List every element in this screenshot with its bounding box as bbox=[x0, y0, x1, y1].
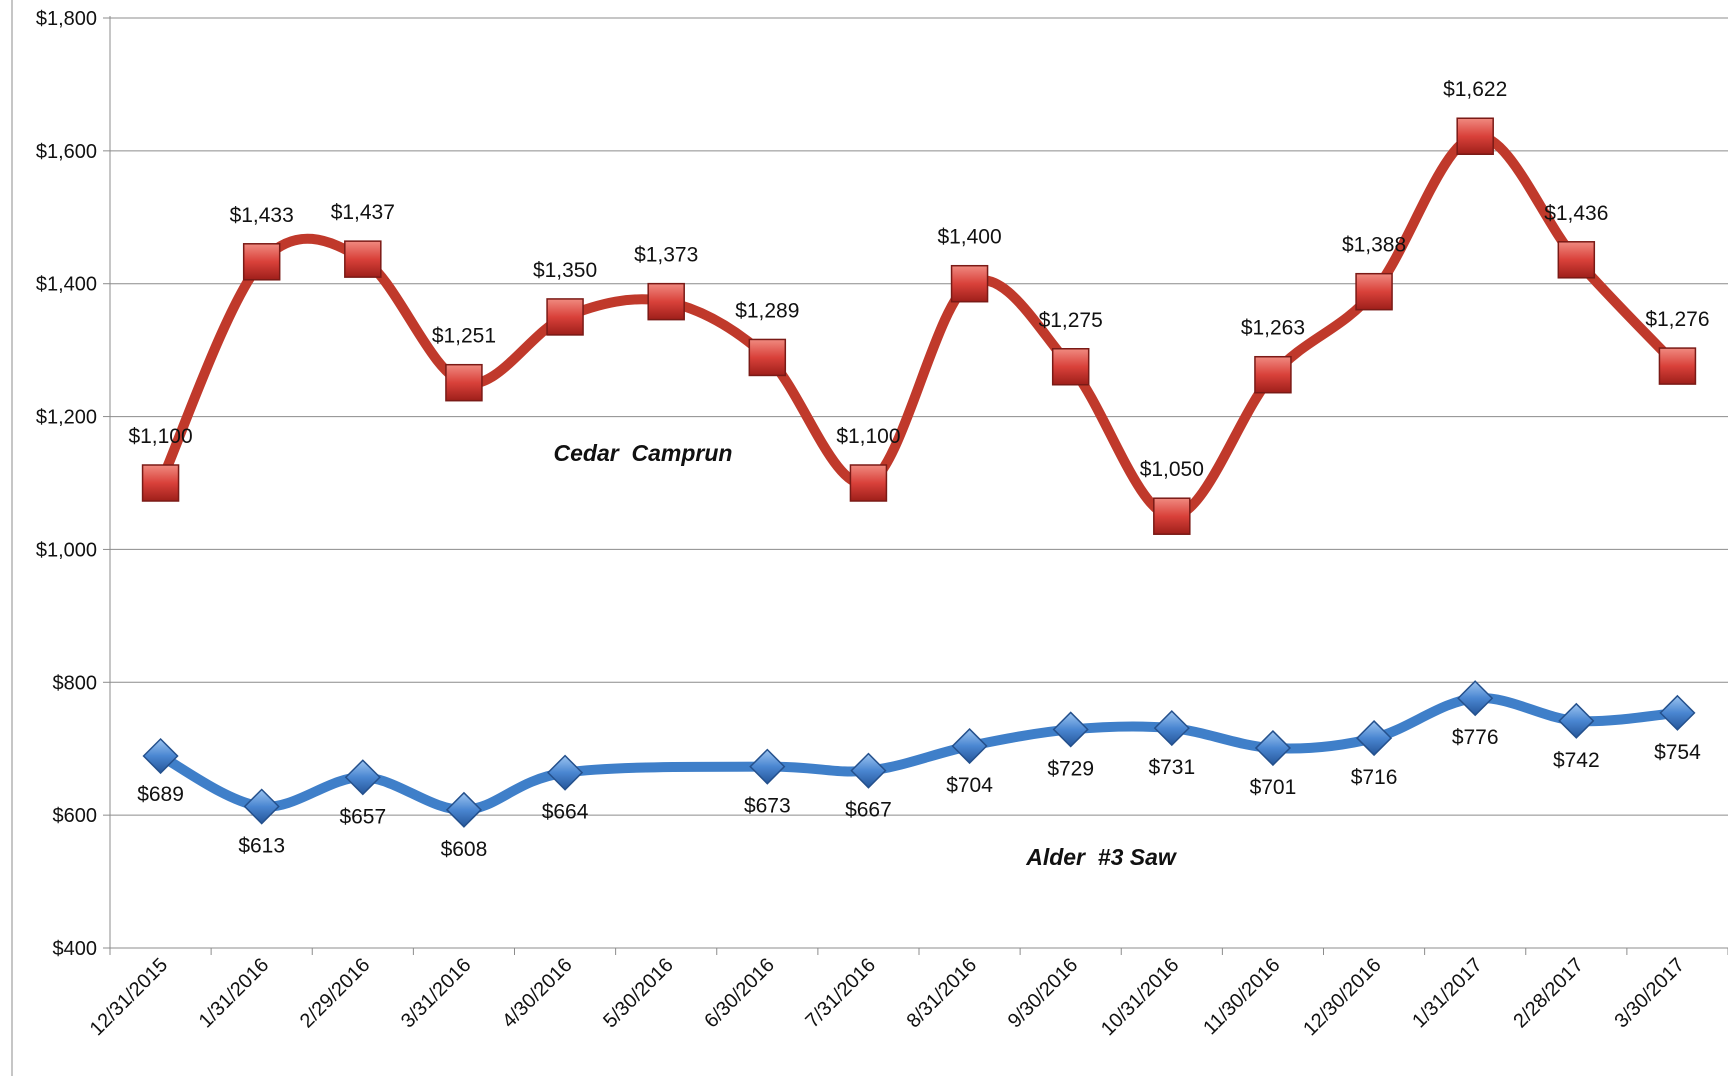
alder-data-label: $689 bbox=[137, 783, 184, 806]
x-tick-label: 3/31/2016 bbox=[397, 954, 475, 1032]
cedar-marker bbox=[546, 298, 584, 336]
x-tick-label: 6/30/2016 bbox=[700, 954, 778, 1032]
cedar-data-label: $1,289 bbox=[735, 299, 799, 322]
cedar-data-label: $1,100 bbox=[836, 425, 900, 448]
cedar-data-label: $1,433 bbox=[230, 204, 294, 227]
y-tick-label: $1,000 bbox=[36, 539, 97, 561]
cedar-marker bbox=[647, 282, 685, 321]
cedar-data-label: $1,350 bbox=[533, 259, 597, 282]
alder-marker bbox=[1052, 711, 1089, 748]
alder-data-label: $716 bbox=[1351, 766, 1398, 789]
x-tick-label: 2/28/2017 bbox=[1509, 954, 1587, 1032]
cedar-marker bbox=[1051, 348, 1090, 386]
x-tick-label: 1/31/2017 bbox=[1408, 954, 1486, 1032]
x-tick-label: 3/30/2017 bbox=[1610, 954, 1688, 1032]
alder-marker bbox=[850, 752, 887, 789]
cedar-data-label: $1,100 bbox=[128, 425, 192, 448]
cedar-data-label: $1,251 bbox=[432, 325, 496, 348]
series-title-alder: Alder #3 Saw bbox=[1025, 844, 1178, 870]
cedar-data-label: $1,388 bbox=[1342, 234, 1406, 257]
x-tick-label: 10/31/2016 bbox=[1097, 954, 1183, 1040]
x-tick-label: 11/30/2016 bbox=[1199, 954, 1284, 1039]
alder-data-label: $673 bbox=[744, 795, 791, 818]
y-tick-label: $400 bbox=[53, 938, 98, 960]
x-tick-label: 4/30/2016 bbox=[498, 954, 576, 1032]
y-tick-label: $1,400 bbox=[36, 274, 97, 296]
cedar-data-label: $1,437 bbox=[331, 201, 395, 224]
cedar-data-label: $1,400 bbox=[937, 226, 1001, 249]
cedar-marker bbox=[748, 338, 787, 377]
label-layer: $1,100 $1,433 $1,437 $1,251 $1,350 $1,373 $1,2… bbox=[128, 78, 1709, 861]
cedar-marker bbox=[1254, 355, 1292, 394]
cedar-data-label: $1,276 bbox=[1645, 308, 1709, 331]
y-tick-label: $1,800 bbox=[36, 8, 97, 30]
x-tick-label: 5/30/2016 bbox=[599, 954, 677, 1032]
alder-marker bbox=[1457, 680, 1494, 717]
alder-marker bbox=[1254, 729, 1291, 767]
alder-data-label: $664 bbox=[542, 801, 589, 824]
alder-marker bbox=[951, 727, 988, 765]
cedar-data-label: $1,275 bbox=[1039, 309, 1103, 332]
alder-data-label: $776 bbox=[1452, 726, 1499, 749]
alder-series-line bbox=[155, 693, 1683, 815]
alder-marker bbox=[1558, 702, 1595, 739]
cedar-marker bbox=[242, 243, 281, 281]
alder-data-label: $608 bbox=[441, 838, 488, 861]
y-tick-label: $1,200 bbox=[36, 407, 97, 429]
cedar-series-line bbox=[155, 131, 1683, 522]
cedar-data-label: $1,050 bbox=[1140, 458, 1204, 481]
x-tick-label: 12/30/2016 bbox=[1299, 954, 1385, 1040]
cedar-marker bbox=[1658, 347, 1697, 385]
series-title-cedar: Cedar Camprun bbox=[554, 440, 733, 466]
y-tick-label: $800 bbox=[53, 672, 98, 694]
alder-data-label: $657 bbox=[339, 805, 386, 828]
alder-data-label: $701 bbox=[1250, 776, 1297, 799]
x-tick-label: 8/31/2016 bbox=[903, 954, 981, 1032]
cedar-data-label: $1,436 bbox=[1544, 202, 1608, 225]
cedar-marker bbox=[141, 464, 180, 502]
x-tick-label: 9/30/2016 bbox=[1004, 954, 1082, 1032]
cedar-marker bbox=[1355, 272, 1393, 311]
cedar-data-label: $1,263 bbox=[1241, 317, 1305, 340]
alder-marker bbox=[749, 748, 786, 785]
alder-marker bbox=[1659, 694, 1696, 731]
alder-marker bbox=[547, 754, 584, 791]
cedar-marker bbox=[445, 363, 483, 402]
alder-marker bbox=[1356, 720, 1393, 757]
alder-data-label: $731 bbox=[1148, 756, 1195, 779]
grid-layer bbox=[110, 17, 1728, 949]
cedar-data-label: $1,373 bbox=[634, 244, 698, 267]
alder-marker bbox=[1153, 710, 1190, 747]
x-tick-label: 1/31/2016 bbox=[195, 954, 273, 1032]
x-tick-label: 7/31/2016 bbox=[801, 954, 879, 1032]
alder-marker bbox=[445, 791, 482, 828]
x-tick-label: 2/29/2016 bbox=[296, 954, 374, 1032]
alder-marker bbox=[344, 759, 381, 796]
x-tick-label: 12/31/2015 bbox=[86, 954, 172, 1040]
y-tick-label: $1,600 bbox=[36, 141, 97, 163]
cedar-marker bbox=[1153, 497, 1191, 535]
series-layer bbox=[141, 117, 1697, 828]
alder-data-label: $742 bbox=[1553, 749, 1600, 772]
axis-layer: $400 $600 $800 $1,000 $1,200 $1,400 $1,600 $1,8… bbox=[11, 0, 1728, 1076]
alder-data-label: $667 bbox=[845, 799, 892, 822]
alder-data-label: $704 bbox=[946, 774, 993, 797]
alder-data-label: $729 bbox=[1047, 757, 1094, 780]
y-tick-label: $600 bbox=[53, 805, 98, 827]
cedar-marker bbox=[950, 264, 989, 303]
alder-marker bbox=[243, 788, 280, 825]
alder-data-label: $754 bbox=[1654, 741, 1701, 764]
cedar-data-label: $1,622 bbox=[1443, 78, 1507, 101]
cedar-marker bbox=[849, 464, 888, 502]
alder-data-label: $613 bbox=[238, 835, 285, 858]
cedar-marker bbox=[1456, 117, 1494, 155]
cedar-marker bbox=[1557, 241, 1596, 279]
cedar-marker bbox=[344, 240, 382, 278]
alder-marker bbox=[142, 737, 179, 775]
